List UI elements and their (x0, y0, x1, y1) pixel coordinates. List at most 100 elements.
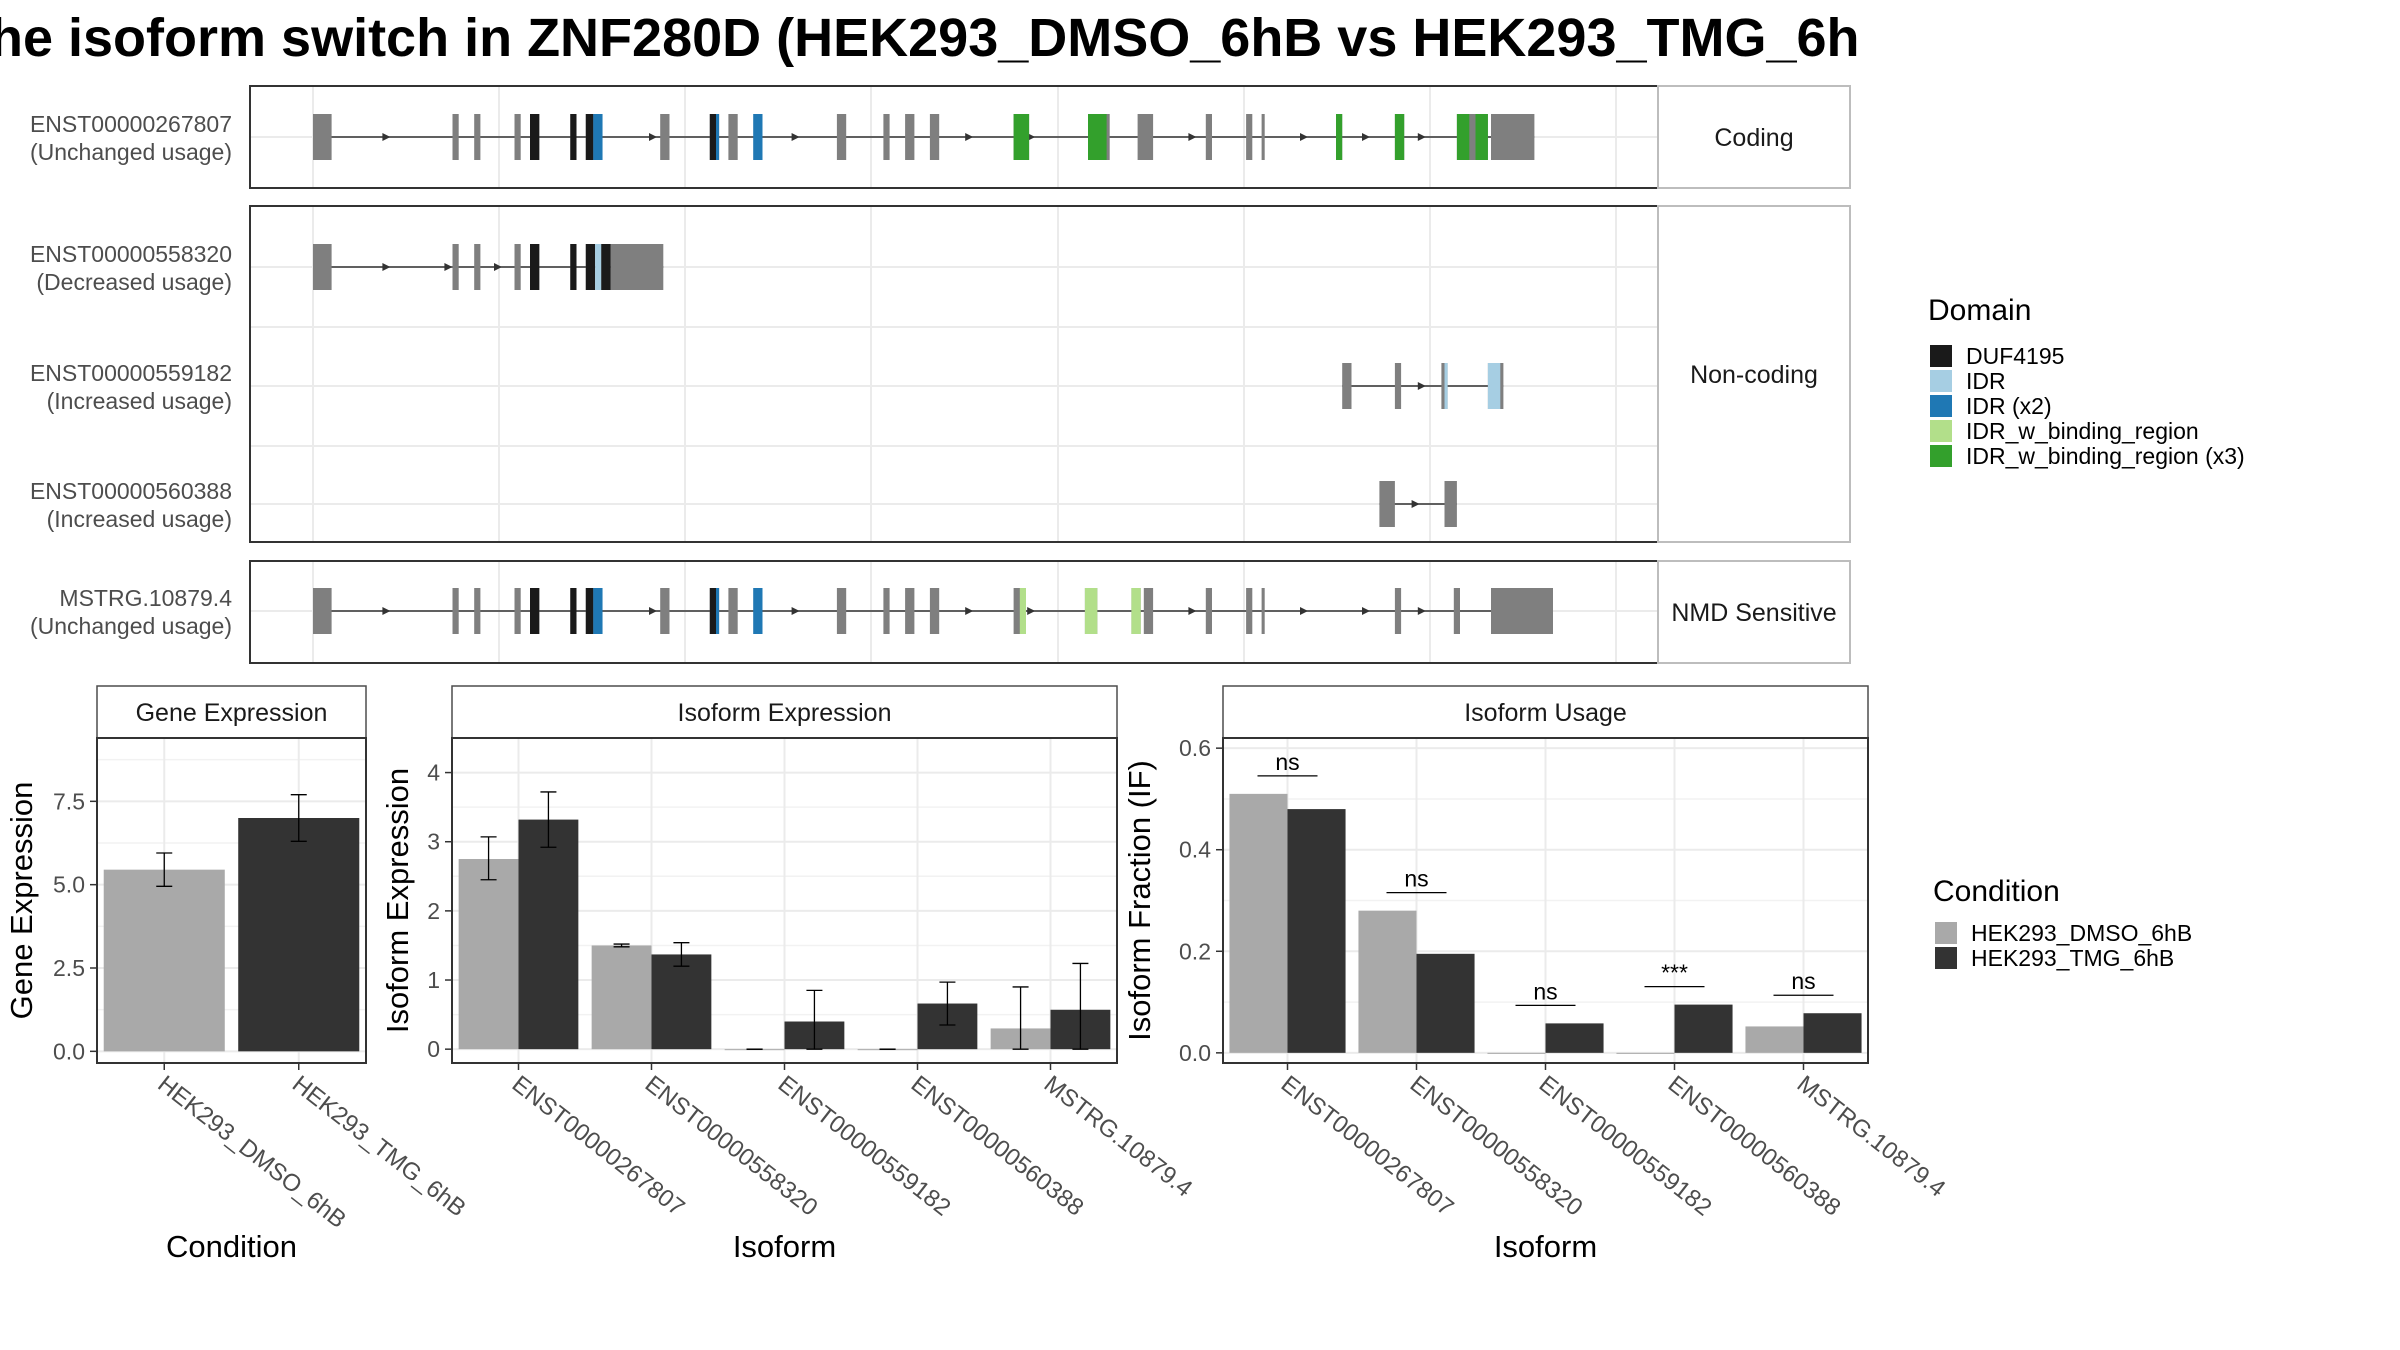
domain-block (709, 588, 716, 634)
domain-block (601, 244, 611, 290)
legend-key (1935, 947, 1957, 969)
legend-label: HEK293_TMG_6hB (1971, 945, 2174, 971)
strand-arrow (1417, 133, 1426, 141)
y-tick-label: 0.6 (1179, 735, 1211, 761)
x-axis-title: Condition (166, 1229, 297, 1264)
exon (1394, 588, 1402, 634)
exon (474, 114, 481, 160)
facet-strip-label: NMD Sensitive (1671, 599, 1836, 627)
strand-arrow (1188, 133, 1197, 141)
figure-title: he isoform switch in ZNF280D (HEK293_DMS… (0, 8, 1860, 68)
domain-block (570, 244, 577, 290)
isoform-id-label: MSTRG.10879.4 (59, 585, 232, 611)
strand-arrow (965, 607, 974, 615)
strand-arrow (1362, 133, 1370, 141)
exon (905, 114, 915, 160)
exon (474, 588, 481, 634)
legend-key (1930, 395, 1952, 417)
y-tick-label: 4 (427, 760, 440, 786)
y-tick-label: 3 (427, 829, 440, 855)
bar (1674, 1004, 1733, 1053)
legend-label: HEK293_DMSO_6hB (1971, 920, 2192, 946)
exon (728, 114, 738, 160)
domain-block (753, 588, 763, 634)
exon (313, 244, 332, 290)
y-axis-title: Isoform Fraction (IF) (1122, 760, 1157, 1041)
facet-strip (1657, 85, 1851, 189)
bar (103, 869, 225, 1052)
y-tick-label: 1 (427, 967, 440, 993)
domain-block (530, 588, 540, 634)
bar (1287, 809, 1346, 1053)
exon (1453, 588, 1460, 634)
exon (1143, 588, 1154, 634)
chart-title: Isoform Usage (1464, 699, 1627, 727)
y-tick-label: 0.0 (1179, 1040, 1211, 1066)
exon (1205, 588, 1212, 634)
domain-block (585, 588, 594, 634)
legend-label: IDR_w_binding_region (x3) (1966, 443, 2245, 469)
strand-arrow (1362, 607, 1370, 615)
exon (1246, 114, 1253, 160)
exon (1261, 114, 1265, 160)
legend-label: IDR (1966, 368, 2006, 394)
domain-block (530, 114, 540, 160)
strand-arrow (1300, 133, 1308, 141)
exon (1246, 588, 1253, 634)
strand-arrow (649, 133, 657, 141)
strand-arrow (1027, 133, 1036, 141)
domain-block (1475, 114, 1488, 160)
domain-block (585, 244, 596, 290)
exon (929, 114, 940, 160)
domain-legend-title: Domain (1928, 294, 2031, 327)
exon (313, 588, 332, 634)
domain-block (1088, 114, 1107, 160)
exon (660, 588, 670, 634)
bar (518, 819, 579, 1050)
legend-label: IDR_w_binding_region (1966, 418, 2199, 444)
significance-label: ns (1275, 749, 1299, 775)
strand-arrow (965, 133, 974, 141)
exon (474, 244, 481, 290)
facet-strip (1657, 205, 1851, 543)
x-axis-title: Isoform (733, 1229, 836, 1264)
isoform-usage-label: (Unchanged usage) (30, 613, 232, 639)
domain-block (595, 244, 602, 290)
significance-label: ns (1791, 968, 1815, 994)
domain-block (1444, 363, 1448, 409)
exon (660, 114, 670, 160)
facet-strip (1657, 560, 1851, 664)
legend-key (1930, 445, 1952, 467)
y-tick-label: 2 (427, 898, 440, 924)
strand-arrow (1188, 607, 1197, 615)
y-tick-label: 2.5 (53, 955, 85, 981)
exon (1491, 114, 1535, 160)
legend-key (1935, 922, 1957, 944)
legend-key (1930, 370, 1952, 392)
exon (905, 588, 915, 634)
facet-strip (1222, 685, 1869, 739)
exon (1205, 114, 1212, 160)
strand-arrow (1300, 607, 1308, 615)
y-tick-label: 0.4 (1179, 837, 1211, 863)
strand-arrow (382, 263, 391, 271)
isoform-usage-label: (Increased usage) (47, 506, 232, 532)
isoform-id-label: ENST00000559182 (30, 360, 232, 386)
exon (728, 588, 738, 634)
domain-block (1131, 588, 1141, 634)
significance-label: *** (1661, 960, 1688, 986)
y-tick-label: 7.5 (53, 788, 85, 814)
bar (1616, 1052, 1675, 1054)
plot-border (96, 737, 367, 1064)
exon (610, 244, 664, 290)
facet-strip (451, 685, 1118, 739)
domain-block (1013, 114, 1030, 160)
isoform-track: ENST00000559182(Increased usage) (30, 360, 1504, 414)
exon (452, 588, 459, 634)
bar (1803, 1013, 1862, 1053)
domain-block (570, 588, 577, 634)
domain-block (1394, 114, 1405, 160)
y-axis-title: Isoform Expression (380, 768, 415, 1033)
